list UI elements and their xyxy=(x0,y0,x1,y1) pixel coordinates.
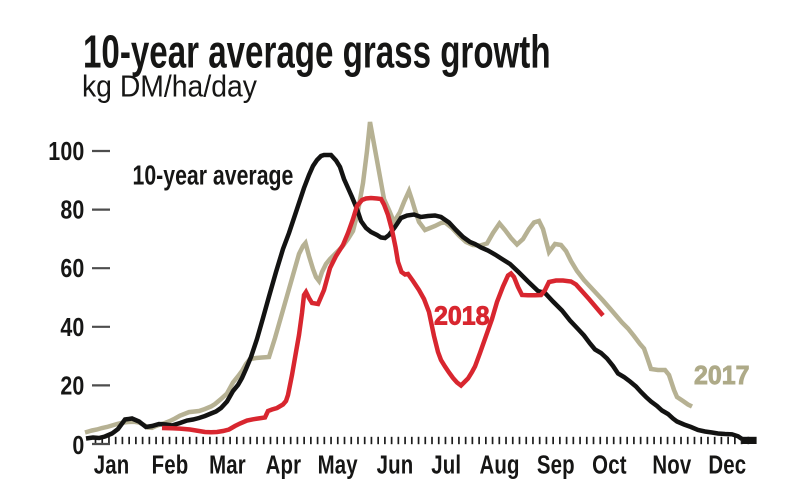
svg-text:100: 100 xyxy=(48,137,84,165)
svg-text:Oct: Oct xyxy=(592,450,627,479)
svg-text:Jan: Jan xyxy=(94,450,130,479)
svg-text:60: 60 xyxy=(60,254,84,282)
svg-text:Dec: Dec xyxy=(708,450,746,479)
svg-text:Sep: Sep xyxy=(537,450,575,479)
svg-text:40: 40 xyxy=(60,313,84,341)
svg-text:80: 80 xyxy=(60,196,84,224)
svg-text:kg DM/ha/day: kg DM/ha/day xyxy=(82,70,257,104)
svg-text:Feb: Feb xyxy=(152,450,189,479)
svg-text:2017: 2017 xyxy=(694,362,750,391)
svg-text:Apr: Apr xyxy=(266,450,302,479)
svg-text:Nov: Nov xyxy=(652,450,691,479)
svg-text:May: May xyxy=(318,450,358,479)
svg-text:Jul: Jul xyxy=(431,450,461,479)
svg-text:Jun: Jun xyxy=(377,450,414,479)
svg-text:0: 0 xyxy=(72,431,84,459)
svg-text:Aug: Aug xyxy=(479,450,519,479)
svg-text:10-year average: 10-year average xyxy=(133,160,294,192)
svg-text:20: 20 xyxy=(60,372,84,400)
svg-text:Mar: Mar xyxy=(209,450,246,479)
svg-text:2018: 2018 xyxy=(434,302,490,331)
svg-text:10-year average grass growth: 10-year average grass growth xyxy=(83,27,551,77)
